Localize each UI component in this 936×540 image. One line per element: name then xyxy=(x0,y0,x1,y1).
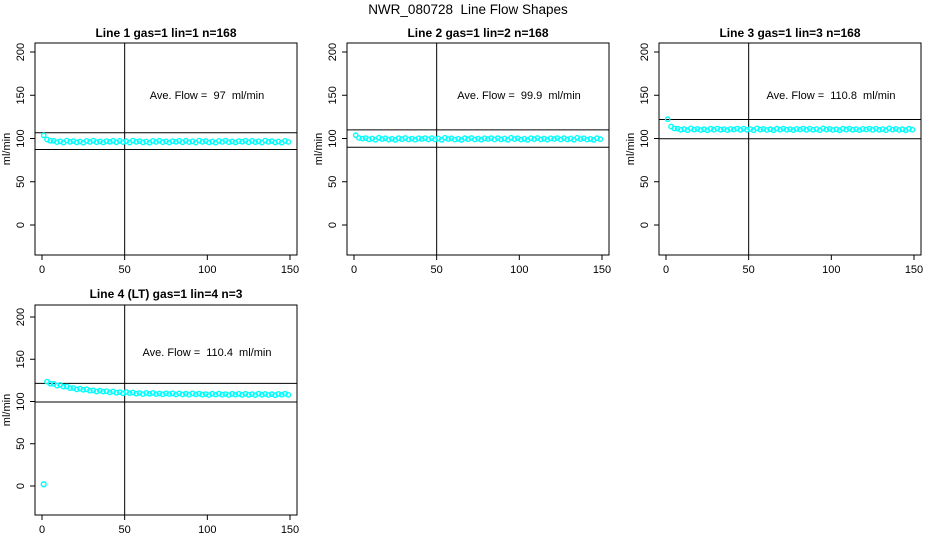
x-tick-label: 100 xyxy=(198,524,216,536)
x-tick-label: 100 xyxy=(822,264,840,276)
y-tick-label: 0 xyxy=(15,483,27,489)
panel-4-ave-flow-annotation: Ave. Flow = 110.4 ml/min xyxy=(142,347,272,359)
y-tick-label: 150 xyxy=(639,86,651,104)
y-tick-label: 50 xyxy=(15,176,27,188)
figure-title: NWR_080728 Line Flow Shapes xyxy=(368,2,568,17)
reference-lines xyxy=(35,43,297,255)
x-axis: 0 50 100 150 xyxy=(39,515,299,536)
reference-lines xyxy=(659,43,921,255)
y-tick-label: 150 xyxy=(15,350,27,368)
y-tick-label: 200 xyxy=(15,308,27,326)
y-tick-label: 100 xyxy=(639,129,651,147)
panel-1-plot: 0 50 100 150 200 ml/min 0 50 100 150 xyxy=(1,42,299,276)
data-points xyxy=(40,132,292,146)
panel-2-ave-flow-annotation: Ave. Flow = 99.9 ml/min xyxy=(457,90,581,102)
y-axis-label: ml/min xyxy=(625,133,637,165)
panel-3-title: Line 3 gas=1 lin=3 n=168 xyxy=(719,26,861,40)
plot-box xyxy=(34,304,298,516)
y-axis-label: ml/min xyxy=(1,133,13,165)
x-tick-label: 150 xyxy=(593,264,611,276)
data-points xyxy=(40,378,292,488)
panel-1-ave-flow-annotation: Ave. Flow = 97 ml/min xyxy=(149,90,265,102)
plot-box xyxy=(346,42,610,256)
panel-1-title: Line 1 gas=1 lin=1 n=168 xyxy=(95,26,237,40)
reference-lines xyxy=(35,305,297,515)
data-points xyxy=(664,116,916,134)
y-axis: 0 50 100 150 200 ml/min xyxy=(313,43,347,228)
y-tick-label: 150 xyxy=(327,86,339,104)
data-points xyxy=(352,132,604,143)
y-tick-label: 50 xyxy=(15,438,27,450)
y-tick-label: 150 xyxy=(15,86,27,104)
panel-4-title: Line 4 (LT) gas=1 lin=4 n=3 xyxy=(89,287,243,301)
x-tick-label: 100 xyxy=(510,264,528,276)
x-tick-label: 150 xyxy=(281,524,299,536)
x-tick-label: 50 xyxy=(119,524,131,536)
y-tick-label: 100 xyxy=(15,129,27,147)
y-axis: 0 50 100 150 200 ml/min xyxy=(1,308,35,489)
reference-lines xyxy=(347,43,609,255)
panel-3-ave-flow-annotation: Ave. Flow = 110.8 ml/min xyxy=(766,90,896,102)
y-axis-label: ml/min xyxy=(313,133,325,165)
x-tick-label: 150 xyxy=(281,264,299,276)
y-axis: 0 50 100 150 200 ml/min xyxy=(1,43,35,228)
x-tick-label: 50 xyxy=(431,264,443,276)
x-tick-label: 0 xyxy=(663,264,669,276)
x-tick-label: 150 xyxy=(905,264,923,276)
x-axis: 0 50 100 150 xyxy=(39,255,299,276)
y-tick-label: 100 xyxy=(15,392,27,410)
x-axis: 0 50 100 150 xyxy=(351,255,611,276)
y-axis: 0 50 100 150 200 ml/min xyxy=(625,43,659,228)
x-tick-label: 50 xyxy=(119,264,131,276)
x-tick-label: 0 xyxy=(39,264,45,276)
panel-4-plot: 0 50 100 150 200 ml/min 0 50 100 150 xyxy=(1,304,299,536)
x-tick-label: 100 xyxy=(198,264,216,276)
plot-box xyxy=(34,42,298,256)
panel-3-plot: 0 50 100 150 200 ml/min 0 50 100 150 xyxy=(625,42,923,276)
x-tick-label: 0 xyxy=(39,524,45,536)
y-tick-label: 0 xyxy=(639,222,651,228)
y-tick-label: 50 xyxy=(639,176,651,188)
y-tick-label: 200 xyxy=(15,43,27,61)
y-tick-label: 0 xyxy=(327,222,339,228)
y-tick-label: 50 xyxy=(327,176,339,188)
panel-2-plot: 0 50 100 150 200 ml/min 0 50 100 150 xyxy=(313,42,611,276)
y-tick-label: 200 xyxy=(327,43,339,61)
y-axis-label: ml/min xyxy=(1,394,13,426)
x-axis: 0 50 100 150 xyxy=(663,255,923,276)
x-tick-label: 50 xyxy=(743,264,755,276)
plot-box xyxy=(658,42,922,256)
y-tick-label: 0 xyxy=(15,222,27,228)
y-tick-label: 200 xyxy=(639,43,651,61)
x-tick-label: 0 xyxy=(351,264,357,276)
y-tick-label: 100 xyxy=(327,129,339,147)
panel-2-title: Line 2 gas=1 lin=2 n=168 xyxy=(407,26,549,40)
